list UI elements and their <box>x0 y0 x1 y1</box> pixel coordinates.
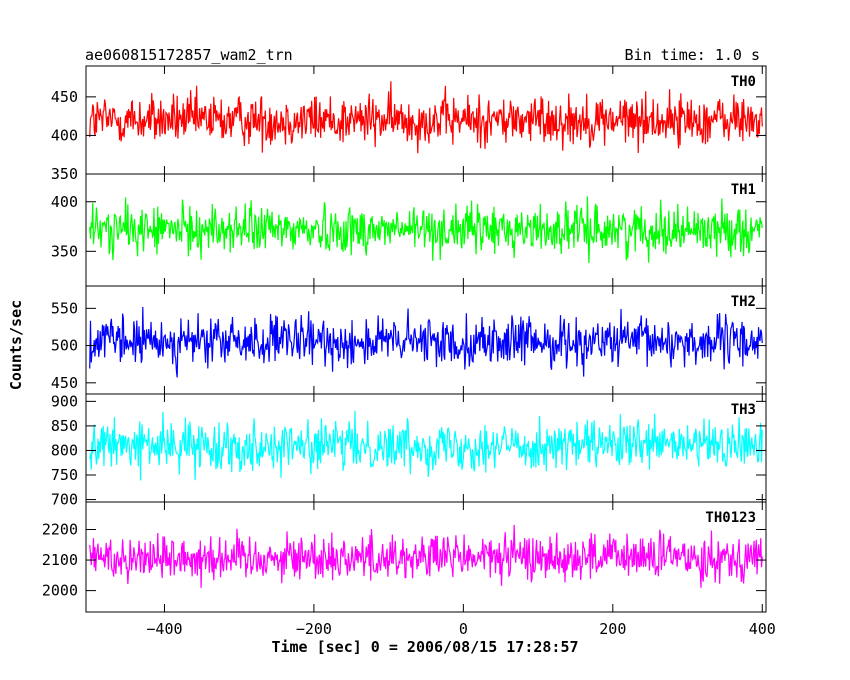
y-tick-label: 400 <box>51 126 78 144</box>
x-tick-label: 200 <box>599 620 626 638</box>
y-tick-label: 850 <box>51 417 78 435</box>
series-th1 <box>89 196 763 264</box>
y-tick-label: 700 <box>51 491 78 509</box>
y-tick-label: 900 <box>51 392 78 410</box>
y-tick-label: 400 <box>51 193 78 211</box>
plot-title: ae060815172857_wam2_trn <box>85 46 293 64</box>
panel-label-th3: TH3 <box>731 402 756 418</box>
x-tick-label: −400 <box>146 620 182 638</box>
series-th2 <box>89 306 763 378</box>
y-tick-label: 2200 <box>42 521 78 539</box>
y-tick-label: 450 <box>51 88 78 106</box>
series-th0 <box>89 81 763 154</box>
x-tick-label: 0 <box>459 620 468 638</box>
y-tick-label: 550 <box>51 299 78 317</box>
series-th0123 <box>89 524 763 588</box>
y-tick-label: 2100 <box>42 551 78 569</box>
x-tick-label: 400 <box>749 620 776 638</box>
y-tick-label: 350 <box>51 165 78 183</box>
panel-label-th1: TH1 <box>731 182 756 198</box>
panel-frame-th0123 <box>85 501 767 613</box>
x-tick-label: −200 <box>296 620 332 638</box>
x-axis-title: Time [sec] 0 = 2006/08/15 17:28:57 <box>271 638 579 656</box>
y-tick-label: 450 <box>51 374 78 392</box>
series-th3 <box>89 410 763 481</box>
panel-label-th0123: TH0123 <box>705 510 756 526</box>
y-tick-label: 350 <box>51 242 78 260</box>
y-tick-label: 500 <box>51 337 78 355</box>
panel-label-th0: TH0 <box>731 74 756 90</box>
y-tick-label: 800 <box>51 441 78 459</box>
y-axis-title: Counts/sec <box>7 299 25 391</box>
y-tick-label: 750 <box>51 466 78 484</box>
bin-time-label: Bin time: 1.0 s <box>624 46 760 64</box>
panel-label-th2: TH2 <box>731 294 756 310</box>
y-tick-label: 2000 <box>42 582 78 600</box>
